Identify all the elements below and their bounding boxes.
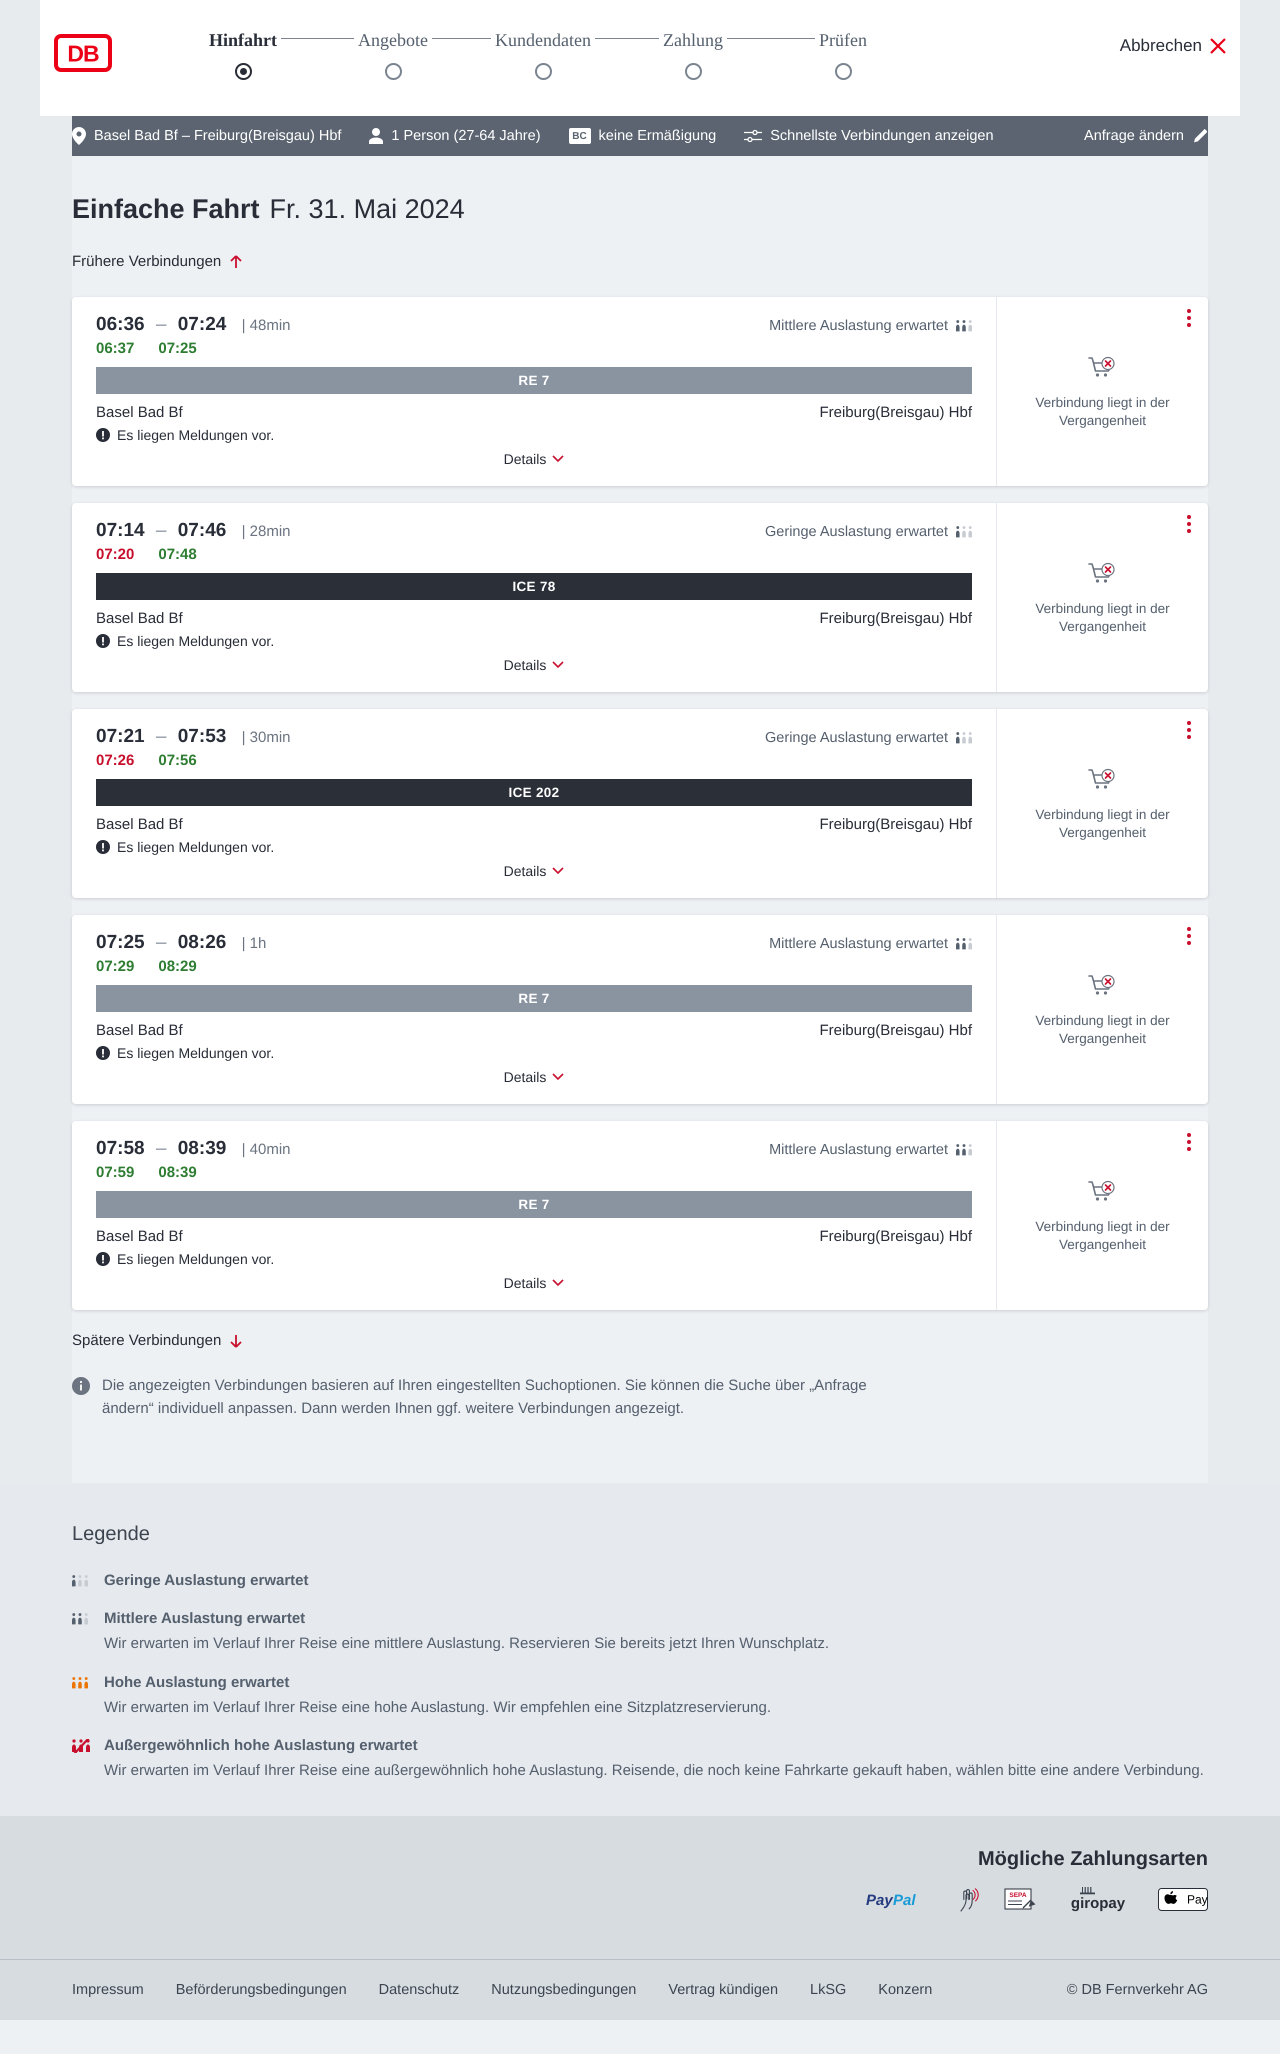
svg-text:giropay: giropay xyxy=(1071,1895,1126,1912)
svg-text:SEPA: SEPA xyxy=(1009,1892,1027,1899)
svg-text:DB: DB xyxy=(67,41,99,67)
svg-text:Pay: Pay xyxy=(866,1892,893,1909)
svg-text:Pay: Pay xyxy=(1187,1893,1208,1907)
svg-text:Pal: Pal xyxy=(893,1892,916,1909)
